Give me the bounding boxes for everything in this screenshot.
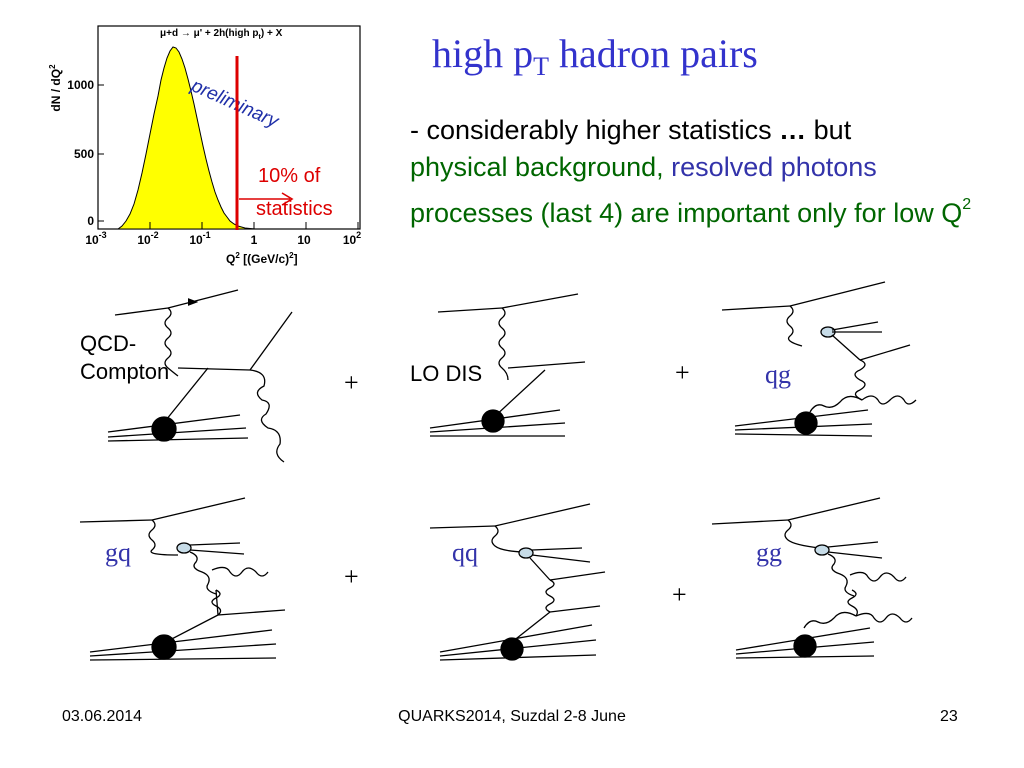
bullet-physical-background: physical background, bbox=[410, 152, 664, 182]
bullet-superscript: 2 bbox=[962, 196, 972, 213]
ytick-label: 500 bbox=[74, 147, 94, 161]
ytick-label: 1000 bbox=[67, 78, 94, 92]
label-lo-dis: LO DIS bbox=[410, 361, 483, 386]
histogram-fill bbox=[116, 46, 256, 230]
cut-label-line1: 10% of bbox=[258, 165, 321, 187]
footer-conference: QUARKS2014, Suzdal 2-8 June bbox=[398, 708, 626, 725]
label-gg: gg bbox=[756, 538, 782, 567]
ytick-label: 0 bbox=[87, 214, 94, 228]
diagram-lo-dis bbox=[429, 293, 586, 437]
bullet-part2: but bbox=[806, 115, 852, 145]
label-qg: qg bbox=[765, 360, 791, 389]
histogram-ylabel: dN / dQ2 bbox=[48, 64, 63, 112]
diagram-gq bbox=[79, 497, 286, 661]
bullet-text: - considerably higher statistics … but ph… bbox=[410, 112, 1020, 232]
footer-date: 03.06.2014 bbox=[62, 708, 143, 725]
bullet-part3: processes (last 4) are important only fo… bbox=[410, 198, 963, 228]
xtick-label: 10-1 bbox=[189, 230, 210, 247]
q2-histogram: 0 500 1000 10-3 10-2 10-1 1 10 102 Q2 [(… bbox=[48, 25, 361, 266]
bullet-ellipsis: … bbox=[779, 115, 807, 145]
cut-label-line2: statistics bbox=[256, 198, 333, 220]
title-main: high p bbox=[432, 31, 534, 76]
photon-line bbox=[164, 307, 179, 377]
bullet-part1: - considerably higher statistics bbox=[410, 115, 780, 145]
title-rest: hadron pairs bbox=[549, 31, 758, 76]
label-qcd-compton-line1: QCD- bbox=[80, 331, 137, 356]
title-subscript: T bbox=[533, 52, 550, 81]
xtick-label: 102 bbox=[343, 230, 361, 247]
histogram-reaction: μ+d → μ' + 2h(high pt) + X bbox=[160, 28, 283, 41]
label-gq: gq bbox=[105, 538, 131, 567]
feynman-diagrams bbox=[79, 281, 917, 661]
slide-title: high pT hadron pairs bbox=[432, 30, 758, 82]
diagram-qg bbox=[721, 281, 917, 437]
bullet-resolved-photons: resolved photons bbox=[671, 152, 877, 182]
label-qcd-compton-line2: Compton bbox=[80, 359, 170, 384]
plus-sign: + bbox=[344, 562, 359, 591]
xtick-label: 10-2 bbox=[137, 230, 158, 247]
histogram-xlabel: Q2 [(GeV/c)2] bbox=[226, 251, 298, 266]
diagram-qq bbox=[429, 503, 606, 661]
footer-page-number: 23 bbox=[940, 708, 958, 725]
label-qq: qq bbox=[452, 538, 478, 567]
diagram-qcd-compton bbox=[107, 289, 293, 463]
preliminary-watermark: preliminary bbox=[187, 75, 283, 133]
xtick-label: 10-3 bbox=[85, 230, 106, 247]
plus-sign: + bbox=[672, 580, 687, 609]
label-qcd-compton: QCD- Compton bbox=[80, 330, 169, 386]
cut-arrowhead bbox=[281, 192, 294, 206]
plus-sign: + bbox=[675, 358, 690, 387]
gluon-line bbox=[249, 369, 285, 463]
xtick-label: 1 bbox=[251, 233, 258, 247]
xtick-label: 10 bbox=[297, 233, 311, 247]
diagram-gg bbox=[711, 497, 913, 659]
plus-sign: + bbox=[344, 368, 359, 397]
